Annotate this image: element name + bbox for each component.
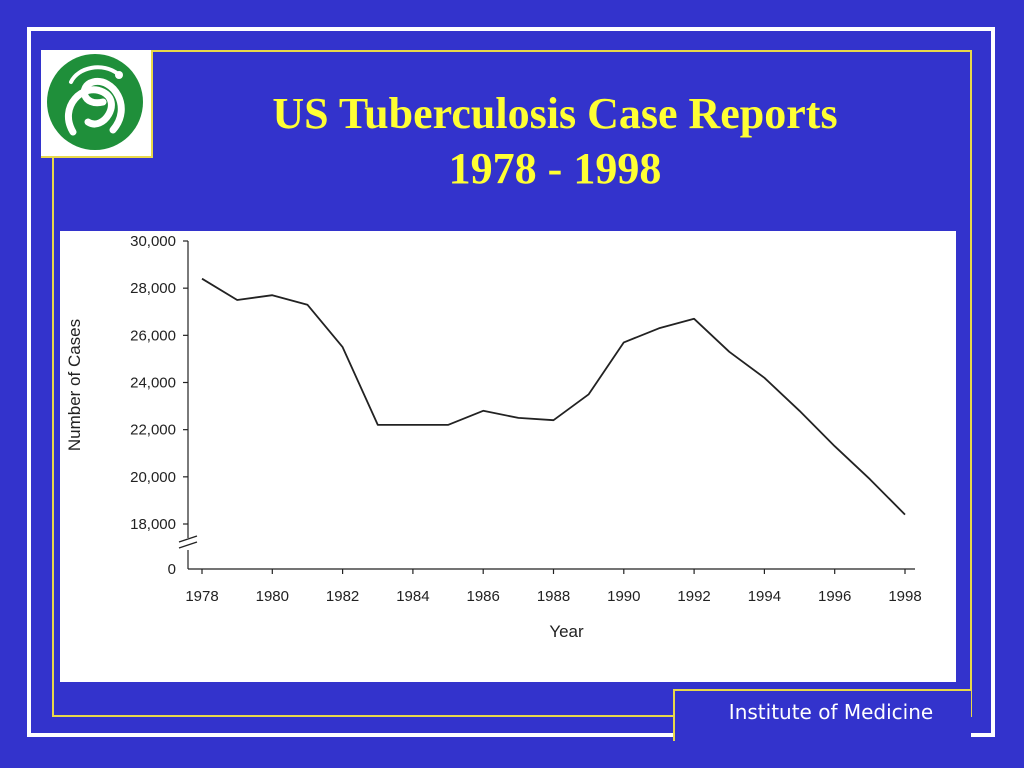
series-line	[201, 277, 906, 516]
x-tick-label: 1986	[467, 588, 500, 605]
x-tick-label: 1990	[607, 588, 640, 605]
x-tick-label: 1988	[537, 588, 570, 605]
chart-panel: 30,000 28,000 26,000 24,000 22,000 20,000 18,0…	[60, 231, 956, 682]
y-tick-label: 18,000	[130, 516, 176, 533]
y-axis-label: Number of Cases	[65, 319, 84, 451]
y-tick-label: 24,000	[130, 375, 176, 392]
y-tick-label: 26,000	[130, 327, 176, 344]
slide-title: US Tuberculosis Case Reports 1978 - 1998	[160, 86, 950, 196]
x-tick-label: 1982	[326, 588, 359, 605]
x-tick-label: 1984	[396, 588, 429, 605]
y-tick-label: 28,000	[130, 280, 176, 297]
title-line-1: US Tuberculosis Case Reports	[272, 89, 838, 138]
x-axis-label: Year	[549, 622, 584, 641]
x-tick-label: 1998	[888, 588, 921, 605]
title-line-2: 1978 - 1998	[448, 144, 662, 193]
slide-inner-border	[52, 50, 972, 717]
line-chart: 30,000 28,000 26,000 24,000 22,000 20,000 18,0…	[65, 233, 922, 641]
x-tick-label: 1996	[818, 588, 851, 605]
y-tick-label: 30,000	[130, 233, 176, 250]
x-tick-label: 1980	[256, 588, 289, 605]
y-tick-label-zero: 0	[168, 561, 176, 578]
iom-serpent-logo-icon	[47, 54, 143, 150]
slide-outer-border	[27, 27, 995, 737]
y-tick-label: 20,000	[130, 469, 176, 486]
footer-label: Institute of Medicine	[728, 700, 934, 724]
axis-break-mark	[178, 541, 198, 549]
x-tick-label: 1994	[748, 588, 781, 605]
logo	[41, 50, 153, 158]
axis-break-mark	[178, 535, 198, 543]
footer-tab	[673, 689, 971, 741]
x-tick-label: 1992	[677, 588, 710, 605]
y-tick-label: 22,000	[130, 422, 176, 439]
x-tick-label: 1978	[185, 588, 218, 605]
